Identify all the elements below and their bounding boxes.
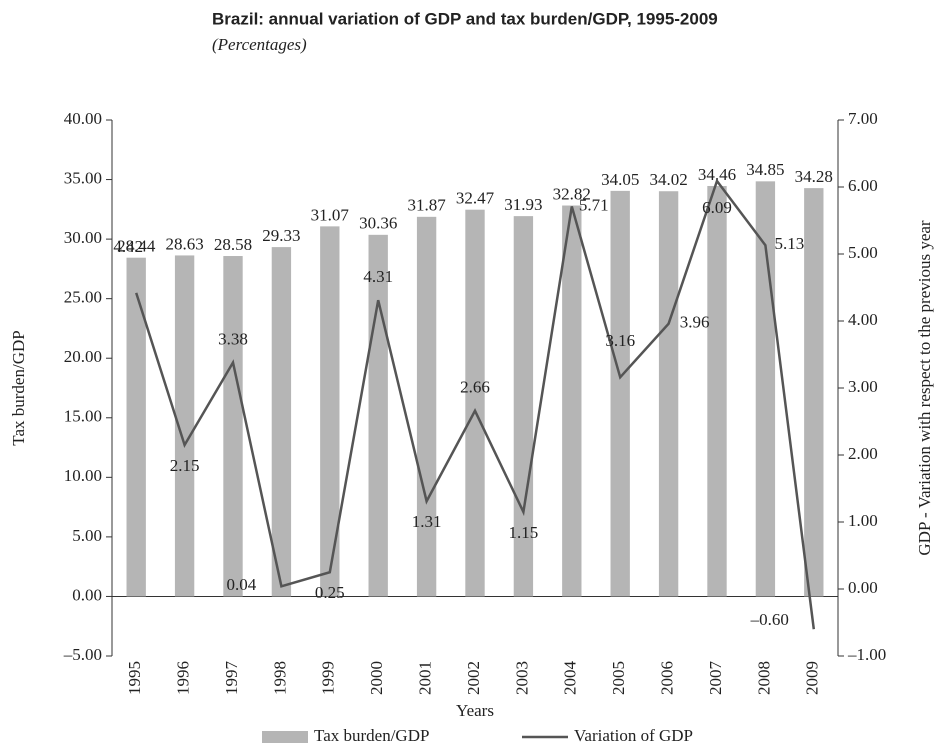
bar-value-label: 28.63	[165, 234, 203, 253]
chart-subtitle: (Percentages)	[212, 35, 307, 54]
x-tick-label: 1997	[222, 661, 241, 696]
bar-value-label: 34.46	[698, 165, 736, 184]
y-tick-label: 25.00	[64, 288, 102, 307]
line-value-label: 0.04	[227, 575, 257, 594]
bar	[416, 216, 437, 597]
y2-tick-label: 4.00	[848, 310, 878, 329]
legend-swatch	[262, 731, 308, 743]
bar	[223, 256, 243, 597]
y2-tick-label: 6.00	[848, 176, 878, 195]
bar-value-label: 28.44	[117, 237, 156, 256]
line-value-label: 2.15	[170, 456, 200, 475]
y-axis-title: Tax burden/GDP	[9, 330, 28, 445]
y2-tick-label: 5.00	[848, 243, 878, 262]
bar	[126, 257, 146, 597]
line-value-label: 3.96	[680, 313, 710, 332]
bar	[804, 188, 824, 597]
x-tick-label: 2009	[803, 661, 822, 695]
y2-tick-label: 7.00	[848, 109, 878, 128]
y2-axis-title: GDP - Variation with respect to the prev…	[915, 220, 934, 556]
bar	[368, 234, 388, 597]
x-tick-label: 1999	[319, 661, 338, 695]
y-tick-label: 10.00	[64, 466, 102, 485]
line-value-label: 5.13	[775, 234, 805, 253]
x-tick-label: 2008	[754, 661, 773, 695]
bar-value-label: 30.36	[359, 214, 397, 233]
y2-tick-label: 0.00	[848, 578, 878, 597]
chart-title: Brazil: annual variation of GDP and tax …	[212, 9, 718, 28]
line-value-label: 0.25	[315, 583, 345, 602]
bar	[707, 185, 727, 597]
line-value-label: –0.60	[750, 610, 789, 629]
y-tick-label: 40.00	[64, 109, 102, 128]
line-value-label: 3.16	[605, 331, 635, 350]
line-value-label: 1.15	[509, 523, 539, 542]
y-tick-label: 30.00	[64, 228, 102, 247]
line-value-label: 5.71	[579, 195, 609, 214]
bar	[562, 205, 582, 597]
legend-label: Tax burden/GDP	[314, 726, 429, 745]
bar-value-label: 34.05	[601, 170, 639, 189]
bar-value-label: 34.02	[649, 170, 687, 189]
bar	[174, 255, 195, 597]
line-value-label: 1.31	[412, 512, 442, 531]
bar	[271, 247, 292, 597]
legend-label: Variation of GDP	[574, 726, 693, 745]
line-value-label: 4.31	[363, 267, 393, 286]
x-tick-label: 2005	[609, 661, 628, 695]
bar	[658, 191, 679, 597]
bar-value-label: 34.85	[746, 160, 784, 179]
line-value-label: 3.38	[218, 329, 248, 348]
x-tick-label: 2002	[464, 661, 483, 695]
bar	[320, 226, 340, 597]
y2-tick-label: 1.00	[848, 511, 878, 530]
bar-value-label: 31.07	[311, 205, 350, 224]
bar-value-label: 32.47	[456, 189, 495, 208]
y-tick-label: 0.00	[72, 585, 102, 604]
x-tick-label: 2007	[706, 661, 725, 696]
bar-value-label: 31.87	[407, 196, 446, 215]
x-tick-label: 1996	[174, 661, 193, 695]
y2-tick-label: 2.00	[848, 444, 878, 463]
bar	[465, 209, 485, 597]
bar-value-label: 31.93	[504, 195, 542, 214]
y2-tick-label: –1.00	[847, 645, 886, 664]
y2-tick-label: 3.00	[848, 377, 878, 396]
x-tick-label: 1995	[125, 661, 144, 695]
y-tick-label: 5.00	[72, 526, 102, 545]
bar-value-label: 34.28	[795, 167, 833, 186]
line	[135, 178, 816, 630]
x-tick-label: 1998	[270, 661, 289, 695]
y-tick-label: 35.00	[64, 168, 102, 187]
bar	[610, 190, 630, 597]
bar-value-label: 28.58	[214, 235, 252, 254]
line-value-label: 4.42	[113, 237, 143, 256]
line-value-label: 2.66	[460, 378, 490, 397]
x-tick-label: 2001	[416, 661, 435, 695]
x-tick-label: 2000	[367, 661, 386, 695]
y-tick-label: 15.00	[64, 407, 102, 426]
x-tick-label: 2003	[512, 661, 531, 695]
bar-value-label: 29.33	[262, 226, 300, 245]
y-tick-label: –5.00	[63, 645, 102, 664]
x-axis-title: Years	[456, 701, 494, 720]
x-tick-label: 2006	[658, 661, 677, 695]
y-tick-label: 20.00	[64, 347, 102, 366]
x-tick-label: 2004	[561, 661, 580, 696]
bar-value-label: 32.82	[553, 184, 591, 203]
line-value-label: 6.09	[702, 198, 732, 217]
